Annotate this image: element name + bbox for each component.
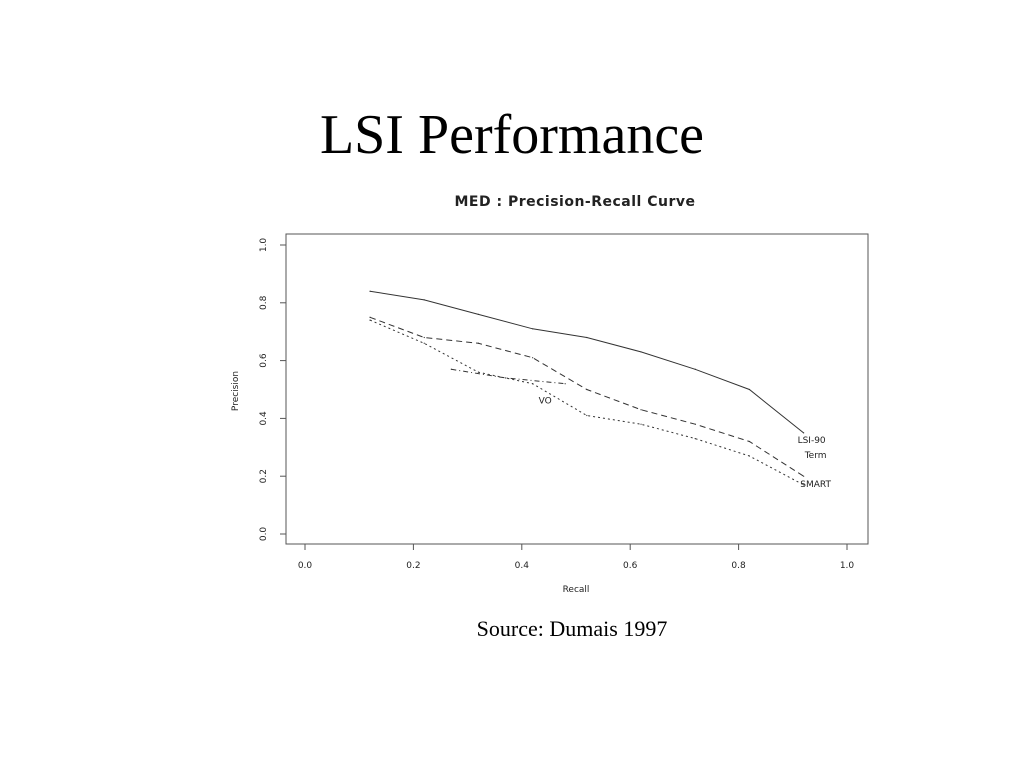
y-tick-label: 0.2 bbox=[259, 469, 269, 483]
series-line-lsi-90 bbox=[369, 290, 804, 434]
data-point bbox=[532, 328, 534, 330]
axes: 0.0 0.2 0.4 0.6 0.8 1.0 0.0 0.2 0.4 0.6 0.8 1.0 bbox=[259, 238, 854, 571]
series-line-vo bbox=[451, 368, 566, 385]
x-tick-label: 0.8 bbox=[731, 561, 746, 571]
data-point bbox=[532, 357, 534, 359]
data-point bbox=[586, 388, 588, 391]
data-point bbox=[369, 319, 371, 321]
plot-frame bbox=[285, 233, 869, 545]
y-tick-label: 0.0 bbox=[259, 527, 269, 542]
data-point bbox=[423, 336, 425, 339]
x-tick-label: 0.4 bbox=[515, 561, 530, 571]
x-tick-label: 0.6 bbox=[623, 561, 638, 571]
data-point bbox=[803, 475, 805, 477]
y-tick-label: 0.8 bbox=[259, 295, 269, 310]
data-point bbox=[477, 342, 480, 344]
data-point bbox=[640, 351, 642, 353]
data-point bbox=[803, 484, 805, 486]
y-tick-label: 0.4 bbox=[259, 411, 269, 426]
source-citation: Source: Dumais 1997 bbox=[476, 616, 668, 641]
data-point bbox=[640, 423, 642, 425]
data-point bbox=[748, 388, 751, 391]
data-point bbox=[477, 371, 480, 373]
chart-title: MED : Precision-Recall Curve bbox=[454, 194, 695, 210]
data-point bbox=[748, 440, 751, 443]
series-layer: LSI-90 Term SMART VO bbox=[369, 290, 832, 490]
series-label: VO bbox=[539, 397, 552, 407]
data-point bbox=[504, 377, 507, 379]
data-point bbox=[477, 313, 480, 315]
series-label: LSI-90 bbox=[798, 436, 826, 446]
series-label: Term bbox=[804, 451, 827, 461]
data-point bbox=[423, 342, 425, 344]
data-point bbox=[450, 368, 452, 370]
y-tick-label: 1.0 bbox=[259, 238, 269, 253]
data-point bbox=[586, 336, 588, 339]
x-tick-label: 0.2 bbox=[406, 561, 420, 571]
y-axis-label: Precision bbox=[231, 371, 241, 411]
x-tick-label: 1.0 bbox=[840, 561, 855, 571]
data-point bbox=[369, 316, 371, 318]
data-point bbox=[564, 383, 566, 385]
slide-title: LSI Performance bbox=[319, 104, 705, 166]
data-point bbox=[369, 290, 371, 292]
data-point bbox=[694, 423, 696, 425]
data-point bbox=[532, 383, 534, 385]
data-point bbox=[586, 414, 588, 417]
series-label: SMART bbox=[800, 480, 831, 490]
x-tick-label: 0.0 bbox=[298, 561, 313, 571]
data-point bbox=[694, 368, 696, 370]
series-line-smart bbox=[369, 319, 804, 486]
x-axis-label: Recall bbox=[563, 585, 590, 595]
data-point bbox=[694, 438, 696, 440]
data-point bbox=[423, 299, 425, 301]
y-tick-label: 0.6 bbox=[259, 353, 269, 368]
data-point bbox=[640, 409, 642, 411]
data-point bbox=[803, 432, 805, 434]
data-point bbox=[748, 455, 751, 457]
